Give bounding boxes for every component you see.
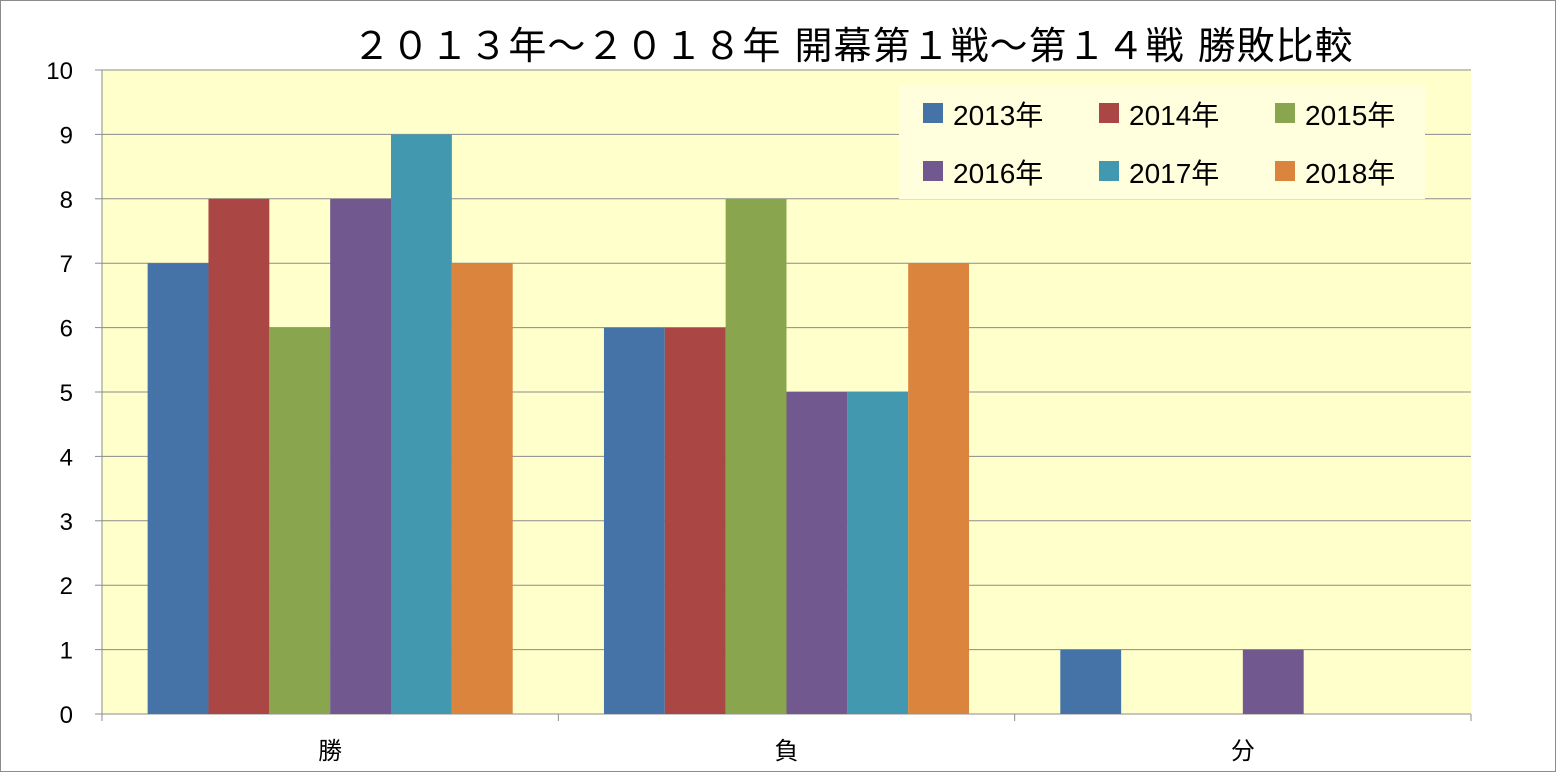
x-category-label: 分 [1231, 737, 1255, 765]
legend-swatch [1275, 103, 1295, 123]
bar [1060, 649, 1122, 714]
x-axis: 勝負分 [101, 713, 1472, 765]
y-tick-label: 7 [60, 251, 73, 278]
legend: 2013年 2014年 2015年 2016年 2017年 2018年 [899, 85, 1425, 199]
y-tick-label: 8 [60, 187, 73, 214]
y-tick-label: 9 [60, 122, 73, 149]
bar [391, 134, 452, 714]
bar [451, 263, 513, 714]
legend-swatch [923, 103, 943, 123]
bar [664, 327, 726, 714]
legend-label: 2014年 [1129, 100, 1219, 131]
legend-swatch [1275, 161, 1295, 181]
bar [847, 392, 909, 714]
y-tick-label: 3 [60, 509, 73, 536]
y-tick-label: 4 [60, 444, 73, 471]
bar [208, 198, 270, 715]
chart-title: ２０１３年～２０１８年 開幕第１戦～第１４戦 勝敗比較 [352, 24, 1353, 68]
bars [147, 134, 1304, 715]
y-tick-label: 0 [60, 702, 73, 729]
legend-label: 2016年 [953, 158, 1043, 189]
bar [147, 263, 209, 714]
y-tick-label: 10 [46, 58, 73, 85]
y-tick-label: 2 [60, 573, 73, 600]
bar [603, 327, 665, 714]
legend-swatch [923, 161, 943, 181]
bar [908, 263, 970, 714]
legend-box [899, 85, 1425, 199]
y-tick-label: 5 [60, 380, 73, 407]
legend-label: 2017年 [1129, 158, 1219, 189]
bar [725, 198, 787, 715]
legend-label: 2015年 [1305, 100, 1395, 131]
y-axis: 0 1 2 3 4 5 6 7 8 9 10 [46, 58, 103, 729]
y-tick-label: 1 [60, 638, 73, 665]
legend-swatch [1099, 103, 1119, 123]
legend-label: 2018年 [1305, 158, 1395, 189]
x-category-label: 負 [775, 737, 799, 765]
legend-label: 2013年 [953, 100, 1043, 131]
bar [330, 198, 392, 715]
bar [786, 392, 848, 714]
bar [269, 327, 331, 714]
y-tick-label: 6 [60, 316, 73, 343]
legend-swatch [1099, 161, 1119, 181]
x-category-label: 勝 [318, 737, 342, 765]
bar [1242, 649, 1304, 714]
